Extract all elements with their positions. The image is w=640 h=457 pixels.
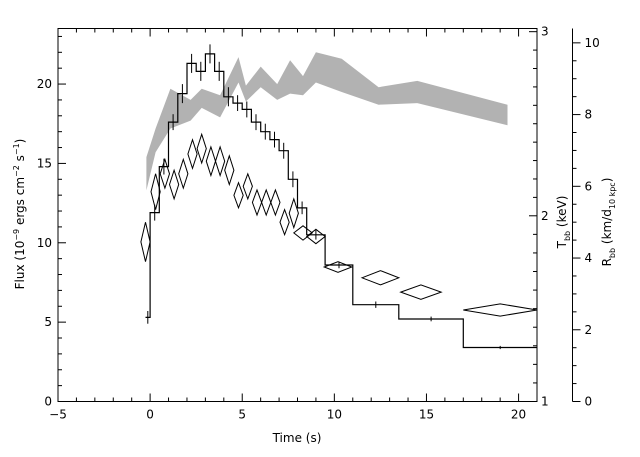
radius-diamond: [159, 157, 171, 190]
radius-diamond: [288, 197, 299, 230]
x-tick-label: 20: [511, 408, 526, 422]
flux-tick-label: 20: [37, 77, 52, 91]
axes-layer: [57, 28, 573, 402]
r-tick-label: 4: [585, 251, 593, 265]
flux-tick-label: 0: [44, 395, 52, 409]
radius-diamond: [150, 173, 161, 210]
kt-tick-label: 2: [541, 209, 549, 223]
radius-diamond: [360, 270, 401, 286]
flux-label-part: s: [13, 155, 27, 165]
radius-diamonds-layer: [140, 132, 538, 317]
r-label-sub: 10 kpc: [608, 182, 617, 209]
radius-diamond: [214, 145, 226, 178]
kt-tick-label: 3: [541, 25, 549, 39]
r-label-part: ): [600, 178, 614, 183]
r-label-part: R: [600, 258, 614, 266]
radius-diamond: [178, 157, 189, 190]
radius-diamond: [292, 225, 314, 241]
flux-tick-label: 15: [37, 156, 52, 170]
x-tick-label: 15: [419, 408, 434, 422]
r-tick-label: 0: [585, 395, 593, 409]
radius-diamond: [270, 188, 281, 217]
r-tick-label: 6: [585, 179, 593, 193]
flux-label-part: ): [13, 139, 27, 144]
radius-diamond: [233, 181, 244, 210]
y-left-axis-title: Flux (10−9 ergs cm−2 s−1): [12, 139, 27, 290]
radius-diamond: [399, 284, 443, 300]
kt-band-layer: [146, 52, 508, 191]
radius-diamond: [322, 261, 354, 273]
radius-diamond: [242, 172, 253, 201]
radius-diamond: [140, 222, 151, 262]
radius-diamond: [305, 228, 326, 245]
flux-label-exp: −2: [12, 165, 21, 177]
radius-diamond: [279, 208, 290, 237]
x-tick-label: 0: [146, 408, 154, 422]
flux-label-exp: −9: [12, 229, 21, 241]
radius-diamond: [205, 145, 217, 178]
radius-diamond: [251, 188, 263, 217]
radius-diamond: [261, 188, 272, 217]
x-tick-label: 5: [238, 408, 246, 422]
radius-diamond: [196, 132, 207, 165]
r-label-sub: bb: [608, 248, 617, 258]
kt-label-sub: bb: [563, 231, 572, 241]
kt-axis-title: Tbb (keV): [555, 196, 572, 250]
kt-label-part: T: [555, 240, 569, 249]
flux-label-part: Flux (10: [13, 241, 27, 290]
x-axis-title: Time (s): [272, 431, 322, 445]
flux-label-exp: −1: [12, 143, 21, 155]
flux-histogram-layer: [145, 44, 537, 350]
kt-tick-label: 1: [541, 395, 549, 409]
kt-label-part: (keV): [555, 196, 569, 231]
x-tick-label: 10: [327, 408, 342, 422]
r-tick-label: 8: [585, 108, 593, 122]
r-label-part: (km/d: [600, 209, 614, 248]
flux-label-part: ergs cm: [13, 177, 27, 229]
flux-tick-label: 5: [44, 315, 52, 329]
x-tick-label: −5: [49, 408, 67, 422]
r-tick-label: 2: [585, 323, 593, 337]
kt-band: [146, 52, 508, 191]
radius-diamond: [187, 138, 198, 171]
radius-diamond: [224, 154, 235, 187]
r-tick-label: 10: [585, 36, 600, 50]
radius-diamond: [168, 168, 180, 201]
radius-diamond: [463, 303, 538, 317]
r-axis-title: Rbb (km/d10 kpc): [600, 178, 617, 267]
flux-tick-label: 10: [37, 236, 52, 250]
